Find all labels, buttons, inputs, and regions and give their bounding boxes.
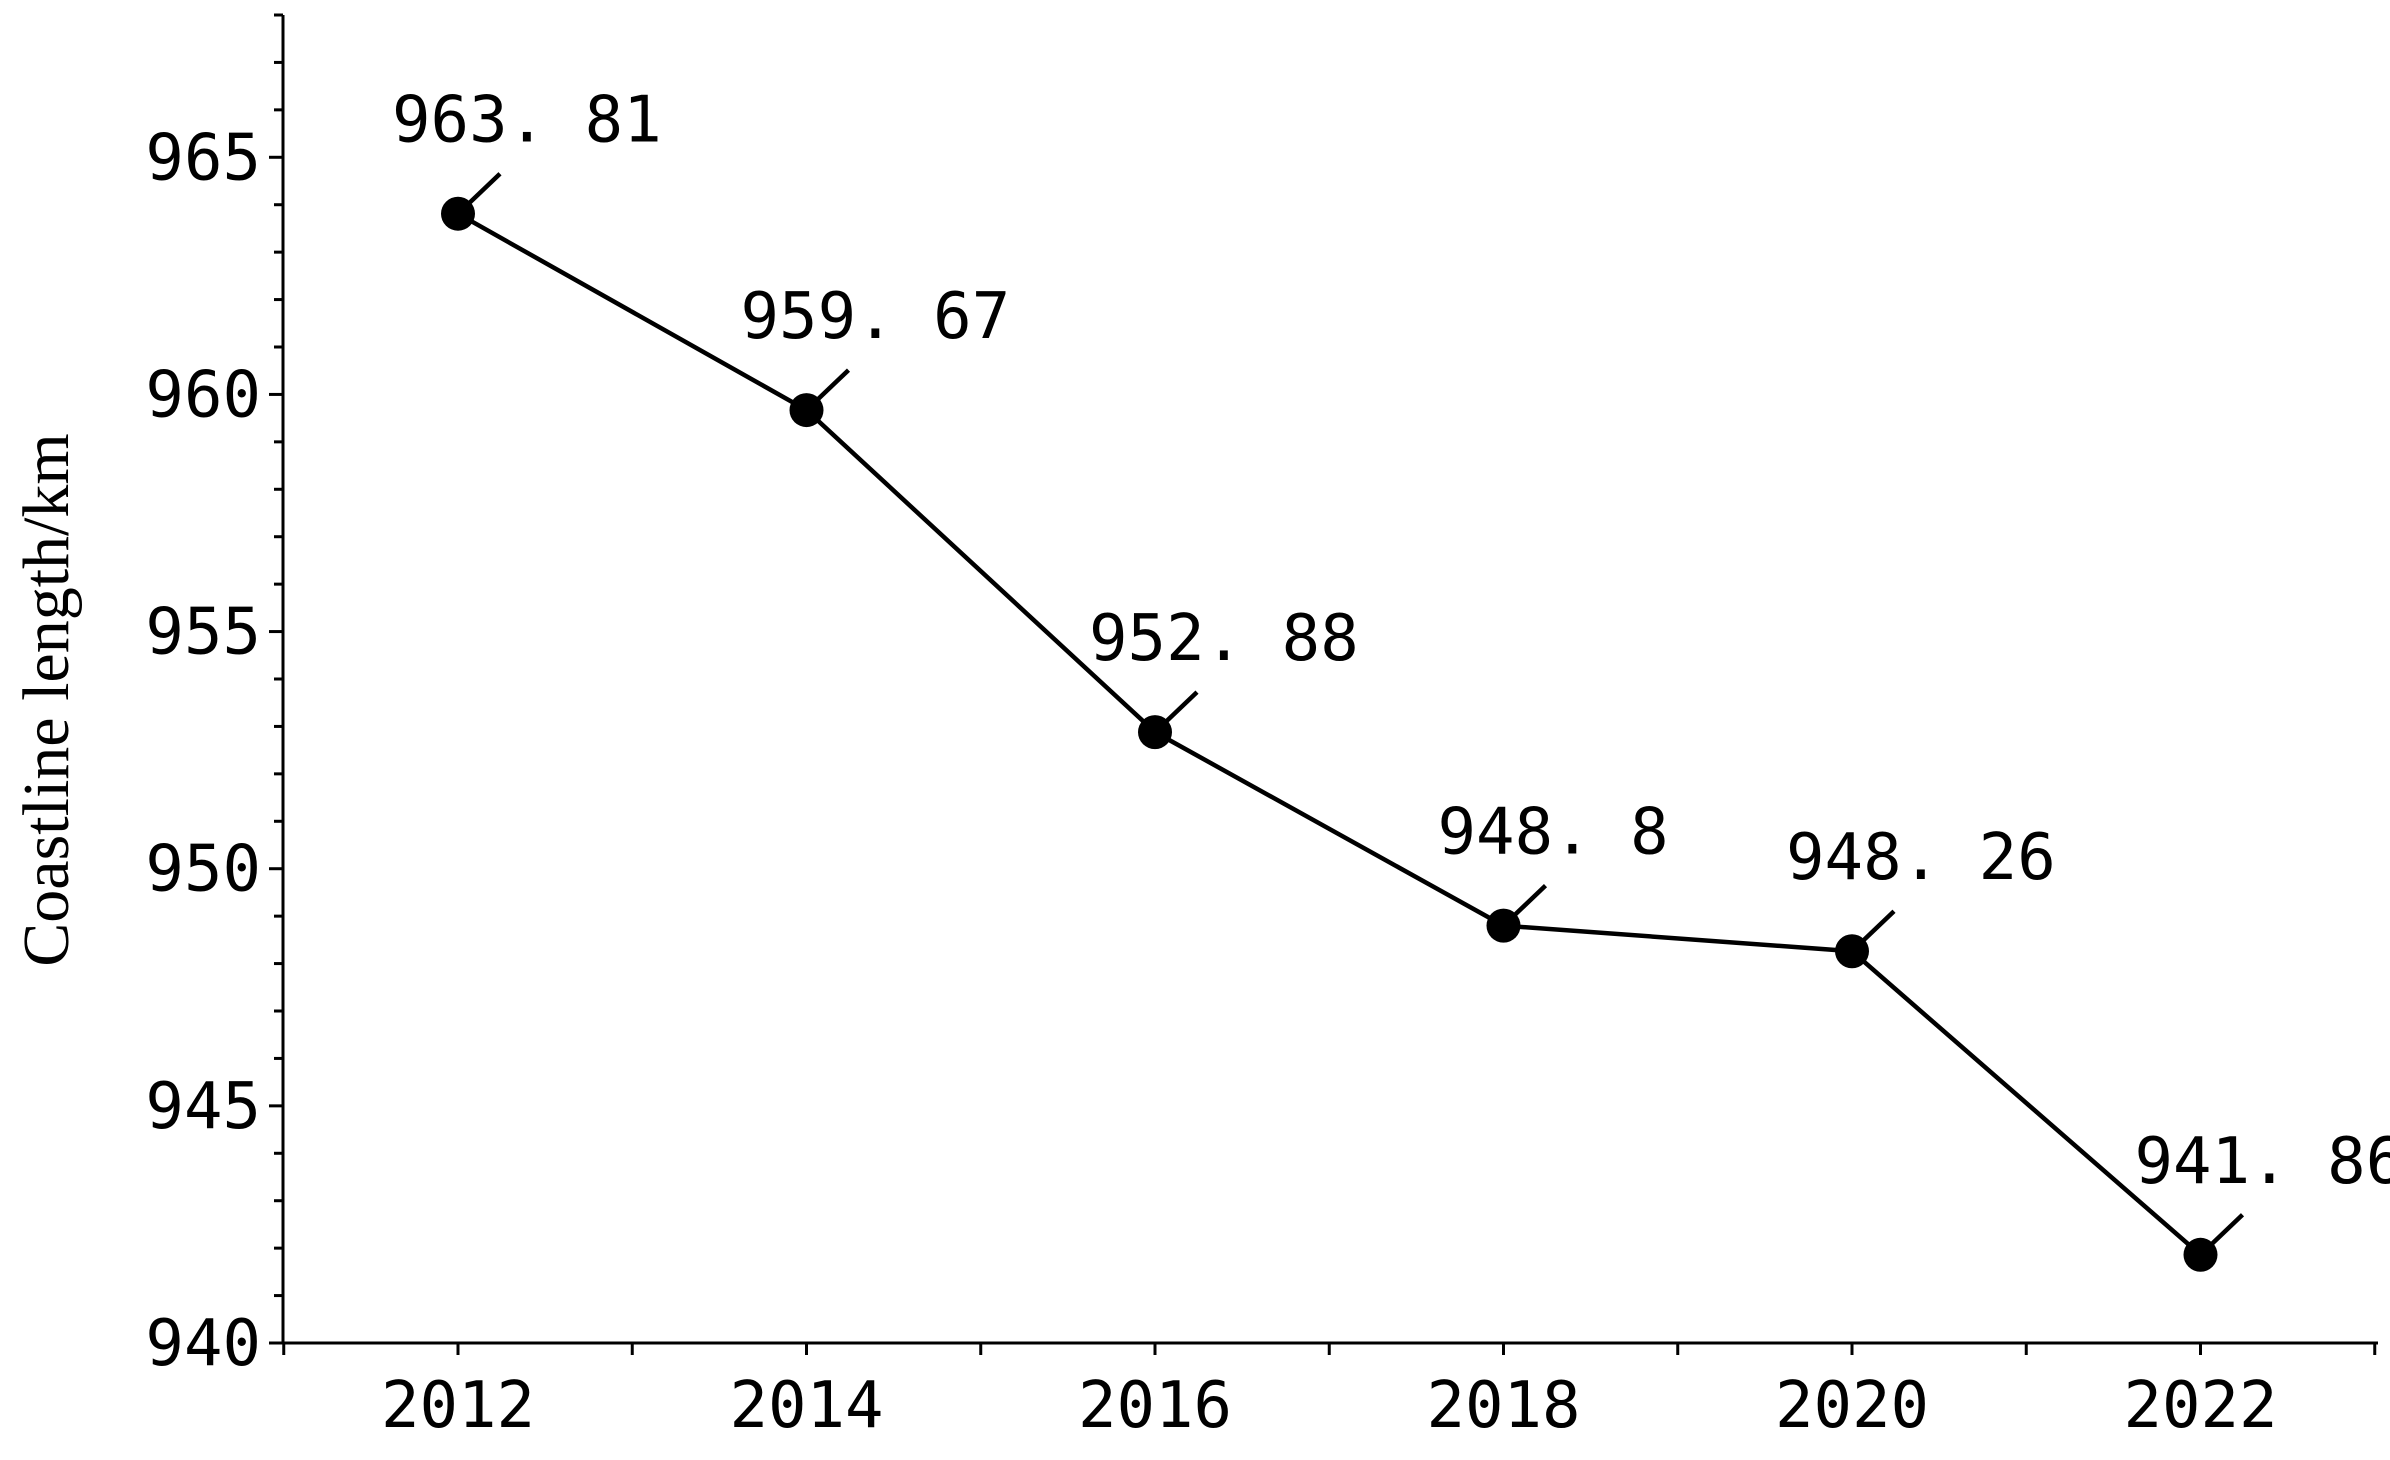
y-tick-label: 945 [145,1070,261,1144]
x-tick-label: 2020 [1775,1369,1929,1443]
data-label: 959. 67 [741,280,1011,354]
y-tick-label: 965 [145,121,261,195]
y-ticks: 940 945 950 955 960 965 [145,13,283,1381]
data-label: 952. 88 [1089,602,1359,676]
data-label: 963. 81 [392,84,662,158]
data-label-leader [456,172,502,216]
data-labels: 963. 81 959. 67 952. 88 948. 8 948. 26 941. 8… [392,84,2390,1257]
data-label-leader [804,368,851,412]
data-label: 948. 26 [1786,821,2056,895]
x-tick-label: 2018 [1426,1369,1580,1443]
y-axis-title: Coastline length/km [10,433,83,966]
data-label: 941. 86 [2135,1125,2390,1199]
y-tick-label: 955 [145,596,261,670]
data-label: 948. 8 [1438,796,1669,870]
series [441,196,2218,1272]
x-tick-label: 2014 [729,1369,883,1443]
x-ticks: 2012 2014 2016 2018 2020 2022 [282,1343,2377,1443]
y-tick-label: 960 [145,358,261,432]
data-label-leader [2198,1213,2245,1257]
series-line [456,211,2202,1257]
axes [281,15,2378,1345]
x-tick-label: 2022 [2123,1369,2277,1443]
data-label-leader [1153,690,1199,734]
y-tick-label: 950 [145,833,261,907]
data-label-leader [1850,909,1896,953]
y-tick-label: 940 [145,1307,261,1381]
data-label-leader [1501,883,1548,928]
x-tick-label: 2016 [1078,1369,1232,1443]
x-tick-label: 2012 [381,1369,535,1443]
